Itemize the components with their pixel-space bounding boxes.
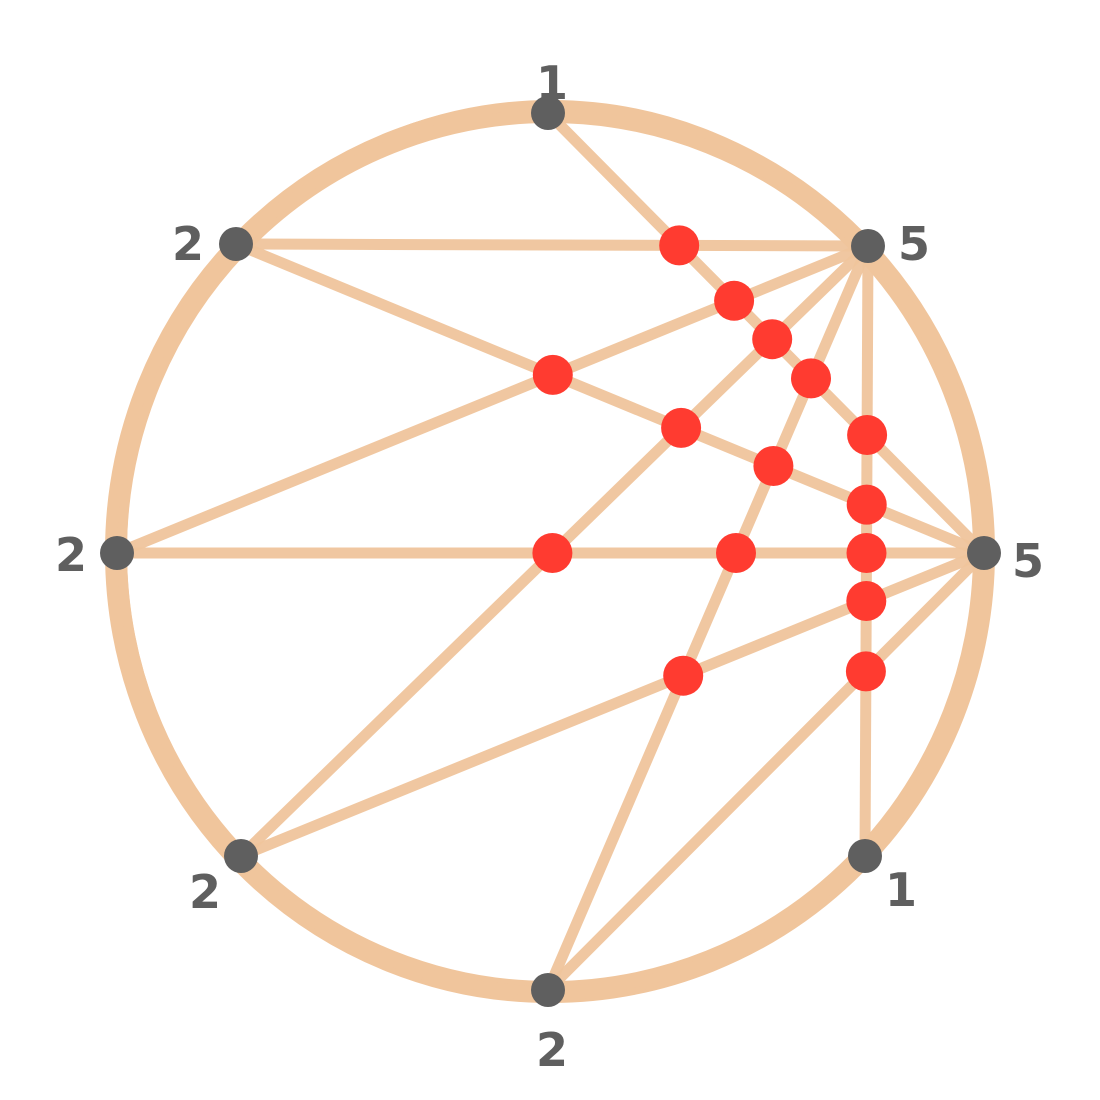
crossing-point [714, 280, 755, 321]
degree-label-right: 5 [1012, 534, 1044, 588]
crossing-point [663, 655, 704, 696]
crossing-point [846, 484, 887, 525]
degree-label-lower-right: 1 [885, 863, 917, 917]
degree-label-upper-right: 5 [898, 217, 930, 271]
vertex-right [967, 536, 1001, 570]
vertex-lower-right [848, 839, 882, 873]
crossing-point [532, 533, 573, 573]
crossing-point [659, 225, 700, 266]
degree-label-top: 1 [536, 56, 568, 110]
vertex-top [531, 96, 565, 130]
degree-label-bottom: 2 [536, 1023, 568, 1077]
crossing-point [846, 581, 887, 621]
degree-label-lower-left: 2 [189, 865, 221, 919]
crossing-point [846, 533, 887, 573]
label-group: 1 2 5 2 5 2 2 1 [55, 56, 1044, 1077]
edge-upper-left-upper-right [230, 238, 874, 252]
vertex-left [100, 536, 134, 570]
vertex-upper-right [851, 229, 885, 263]
crossing-point [661, 407, 702, 448]
vertex-bottom [531, 973, 565, 1007]
vertex-upper-left [219, 227, 253, 261]
crossing-point [847, 415, 888, 455]
vertex-lower-left [224, 839, 258, 873]
crossing-point [753, 446, 794, 486]
crossing-point [791, 358, 831, 399]
crossing-point [716, 533, 756, 573]
crossing-point [845, 651, 886, 692]
crossing-point [532, 354, 573, 395]
crossing-point [752, 319, 793, 360]
edge-right-bottom [542, 547, 990, 996]
vertex-group [100, 96, 1001, 1007]
degree-label-left: 2 [55, 528, 87, 582]
degree-label-upper-left: 2 [172, 217, 204, 271]
crossing-group [532, 225, 888, 696]
